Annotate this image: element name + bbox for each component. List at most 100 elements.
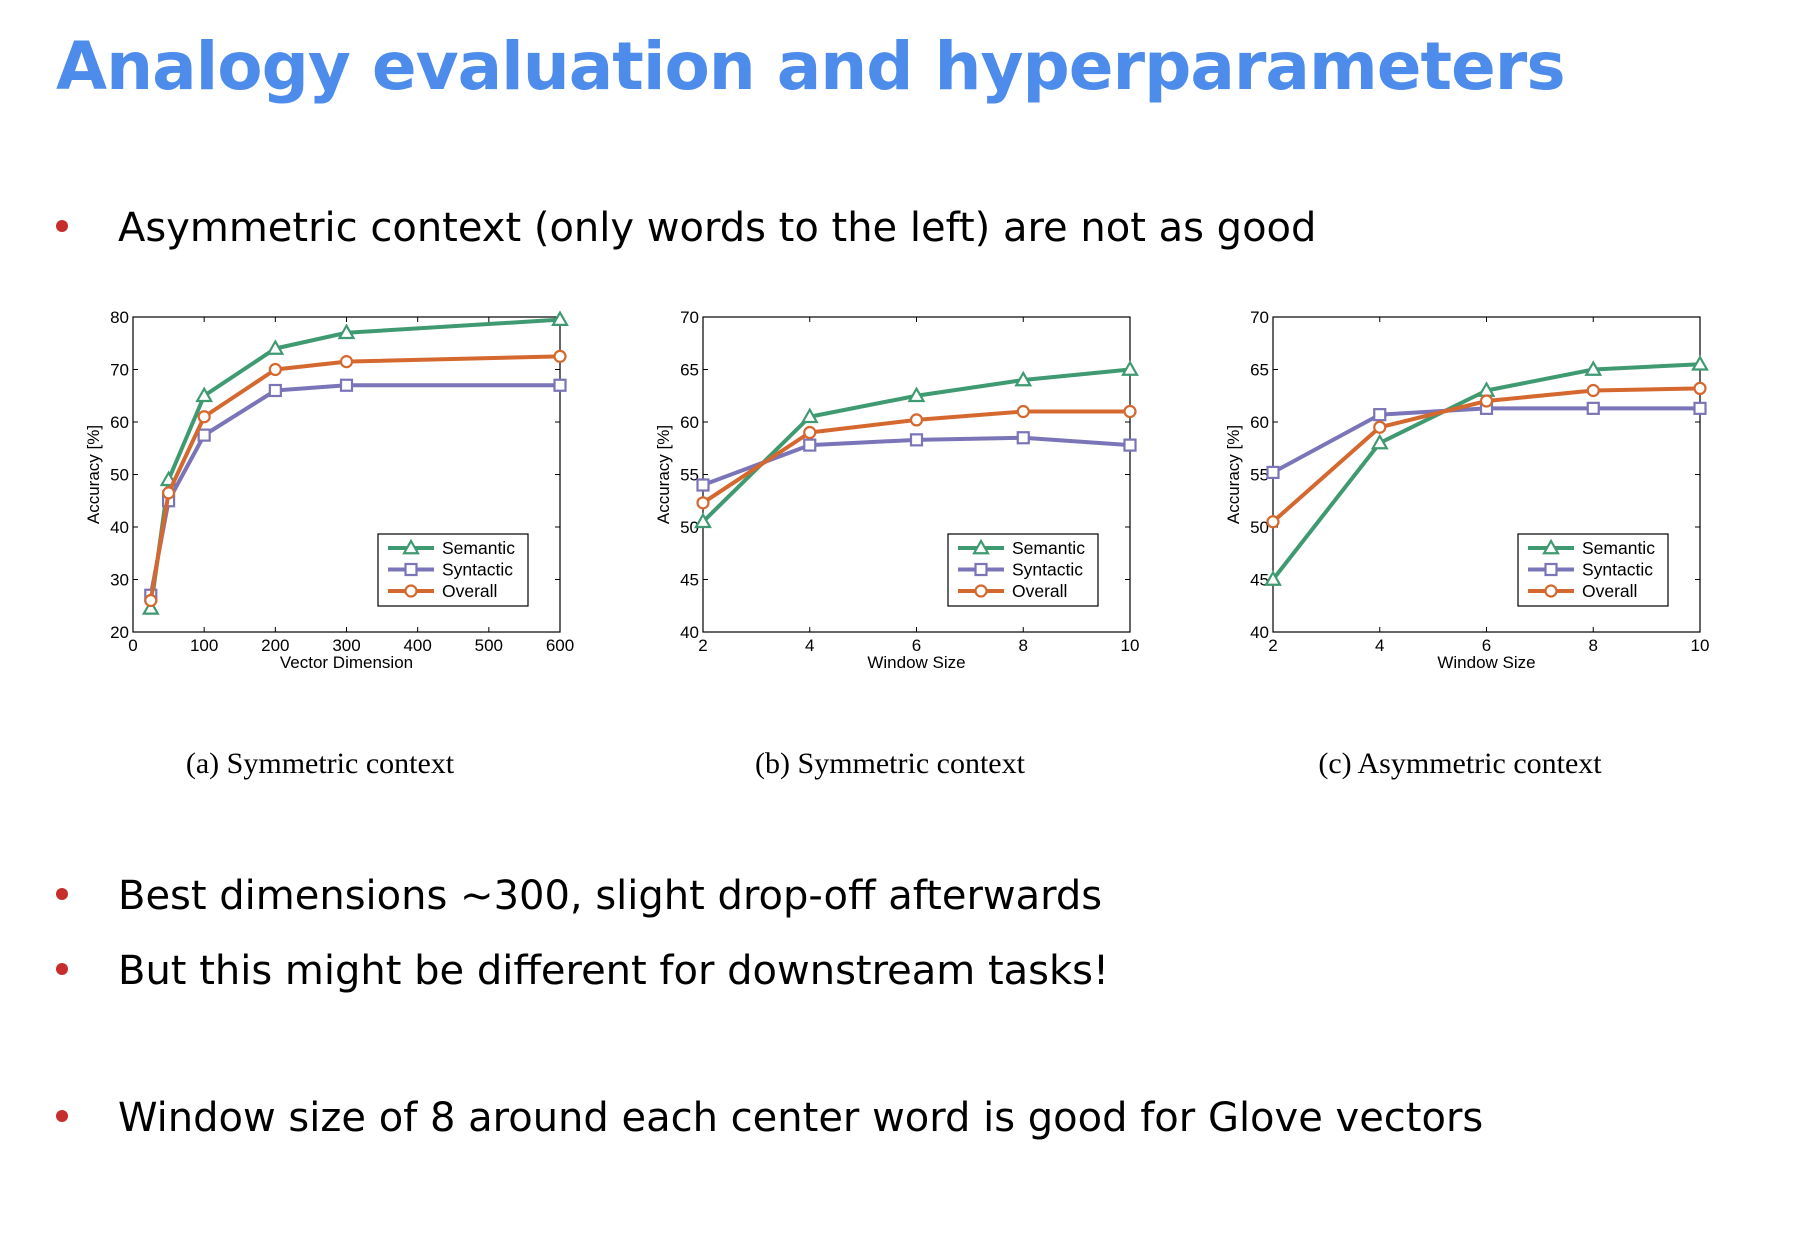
y-axis-label: Accuracy [%] [654, 425, 673, 524]
data-point [553, 349, 567, 363]
x-axis-label: Window Size [867, 653, 965, 672]
data-point [694, 512, 712, 529]
data-point [696, 496, 710, 510]
y-tick-label: 70 [110, 361, 129, 380]
legend-label: Overall [442, 581, 497, 601]
series-overall [144, 349, 567, 608]
data-point [1016, 431, 1030, 445]
legend-label: Overall [1582, 581, 1637, 601]
chart-caption: (b) Symmetric context [755, 747, 1026, 780]
data-point [907, 386, 926, 403]
legend-marker [972, 538, 990, 555]
legend-marker [974, 562, 988, 577]
bullet-window-size: Window size of 8 around each center word… [56, 1095, 1483, 1141]
data-point [1370, 433, 1389, 450]
legend-label: Syntactic [1012, 560, 1083, 580]
data-point [339, 355, 354, 369]
x-tick-label: 6 [912, 636, 921, 655]
y-axis-label: Accuracy [%] [84, 425, 103, 524]
y-tick-label: 40 [680, 623, 699, 642]
data-point [266, 339, 285, 355]
data-point [1586, 401, 1600, 415]
legend-label: Semantic [1582, 538, 1655, 558]
y-tick-label: 60 [110, 413, 129, 432]
x-tick-label: 4 [1375, 636, 1384, 655]
x-axis-label: Window Size [1437, 653, 1535, 672]
x-tick-label: 2 [1268, 636, 1277, 655]
x-tick-label: 8 [1589, 636, 1598, 655]
x-tick-label: 500 [475, 636, 503, 655]
y-tick-label: 55 [680, 466, 699, 485]
series-syntactic [696, 431, 1137, 492]
data-point [1123, 404, 1137, 419]
bullet-dot [56, 1110, 68, 1122]
legend-marker [1542, 538, 1560, 555]
legend-marker [1544, 584, 1558, 598]
legend-label: Semantic [442, 538, 515, 558]
series-semantic [694, 360, 1139, 529]
data-point [909, 433, 924, 447]
y-tick-label: 65 [1250, 361, 1269, 380]
slide-title: Analogy evaluation and hyperparameters [56, 28, 1566, 105]
y-tick-label: 20 [110, 623, 129, 642]
data-point [197, 428, 211, 442]
series-overall [696, 404, 1137, 510]
data-point [161, 486, 176, 500]
data-point [1266, 465, 1280, 479]
x-tick-label: 100 [190, 636, 218, 655]
x-tick-label: 600 [546, 636, 574, 655]
x-tick-label: 10 [1691, 636, 1710, 655]
data-point [1373, 408, 1387, 422]
x-tick-label: 2 [698, 636, 707, 655]
chart-caption: (a) Symmetric context [186, 747, 455, 780]
x-axis-label: Vector Dimension [280, 653, 413, 672]
x-tick-label: 0 [128, 636, 137, 655]
legend-label: Syntactic [442, 560, 513, 580]
data-point [1586, 383, 1600, 398]
data-point [696, 478, 710, 492]
y-tick-label: 40 [110, 518, 129, 537]
data-point [197, 410, 211, 424]
y-tick-label: 60 [1250, 413, 1269, 432]
data-point [337, 323, 356, 340]
data-point [144, 593, 158, 608]
data-point [803, 438, 817, 452]
series-overall [1266, 381, 1707, 529]
data-point [1264, 570, 1282, 586]
y-tick-label: 70 [1250, 308, 1269, 327]
x-tick-label: 400 [403, 636, 431, 655]
series-syntactic [1266, 401, 1707, 479]
chart-svg: 40 45 50 55 60 65 70 2 4 6 8 10 Window Size Accuracy … [1224, 308, 1710, 780]
bullet-best-dimensions: Best dimensions ~300, slight drop-off af… [56, 873, 1102, 919]
y-tick-label: 45 [1250, 571, 1269, 590]
data-point [800, 407, 819, 424]
bullet-asymmetric: Asymmetric context (only words to the le… [56, 205, 1316, 251]
y-tick-label: 60 [680, 413, 699, 432]
data-point [1691, 355, 1709, 371]
x-tick-label: 4 [805, 636, 814, 655]
chart-asymmetric-window: 40 45 50 55 60 65 70 2 4 6 8 10 Window Size Accuracy … [1180, 300, 1740, 800]
y-tick-label: 65 [680, 361, 699, 380]
x-tick-label: 200 [261, 636, 289, 655]
bullet-text: Asymmetric context (only words to the le… [118, 205, 1317, 251]
data-point [339, 378, 354, 392]
chart-vector-dimension: 20 30 40 50 60 70 80 0 100 200 300 400 500 600 Vector … [40, 300, 600, 800]
x-tick-label: 6 [1482, 636, 1491, 655]
legend-marker [404, 562, 418, 577]
data-point [1373, 420, 1387, 434]
legend-marker [1544, 562, 1558, 577]
bullet-dot [56, 888, 68, 900]
y-tick-label: 40 [1250, 623, 1269, 642]
legend-label: Overall [1012, 581, 1067, 601]
data-point [1584, 360, 1603, 376]
x-tick-label: 300 [332, 636, 360, 655]
data-point [268, 362, 282, 377]
y-tick-label: 50 [1250, 518, 1269, 537]
data-point [553, 378, 567, 392]
chart-symmetric-window: 40 45 50 55 60 65 70 2 4 6 8 10 Window Size Accuracy … [610, 300, 1170, 800]
y-tick-label: 50 [110, 466, 129, 485]
y-tick-label: 80 [110, 308, 129, 327]
data-point [803, 425, 817, 440]
